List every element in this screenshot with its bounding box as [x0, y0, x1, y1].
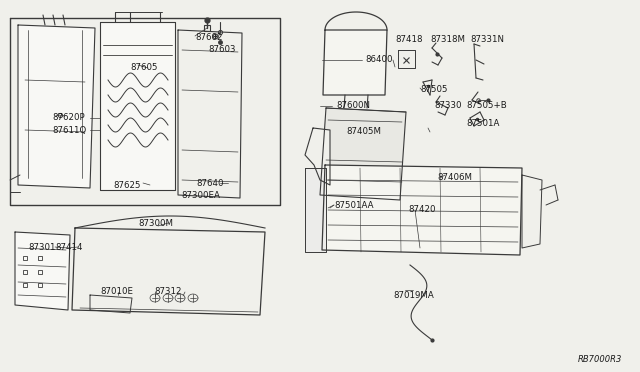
Text: 87640: 87640: [196, 179, 223, 187]
Text: 87300M: 87300M: [138, 218, 173, 228]
Text: 87330: 87330: [434, 102, 461, 110]
Text: 87405M: 87405M: [346, 128, 381, 137]
Text: 87600N: 87600N: [336, 102, 370, 110]
Text: 87318M: 87318M: [430, 35, 465, 45]
Text: 86400: 86400: [365, 55, 392, 64]
Text: 87611Q: 87611Q: [52, 125, 86, 135]
Text: 87312: 87312: [154, 288, 182, 296]
Text: 87605: 87605: [130, 64, 157, 73]
Polygon shape: [100, 22, 175, 190]
Text: 87420: 87420: [408, 205, 435, 215]
Polygon shape: [522, 175, 542, 248]
Text: 87418: 87418: [395, 35, 422, 45]
Polygon shape: [18, 25, 95, 188]
Text: 87505: 87505: [420, 86, 447, 94]
Text: RB7000R3: RB7000R3: [578, 356, 622, 365]
Polygon shape: [15, 232, 70, 310]
Text: 87603: 87603: [208, 45, 236, 55]
Text: 87414: 87414: [55, 243, 83, 251]
Text: 87406M: 87406M: [437, 173, 472, 183]
Polygon shape: [72, 228, 265, 315]
Polygon shape: [178, 30, 242, 198]
Text: 87301: 87301: [28, 243, 56, 251]
Text: 87602: 87602: [195, 33, 223, 42]
Text: 87331N: 87331N: [470, 35, 504, 45]
Text: 87625: 87625: [113, 180, 141, 189]
Polygon shape: [320, 108, 406, 200]
Text: 87300EA: 87300EA: [181, 192, 220, 201]
Text: 87501AA: 87501AA: [334, 201, 374, 209]
Polygon shape: [305, 168, 326, 252]
Text: 87019MA: 87019MA: [393, 291, 434, 299]
Text: 87501A: 87501A: [466, 119, 499, 128]
Text: 87505+B: 87505+B: [466, 102, 507, 110]
Polygon shape: [323, 30, 387, 95]
Text: 87010E: 87010E: [100, 288, 133, 296]
Polygon shape: [322, 165, 522, 255]
Polygon shape: [305, 128, 330, 185]
Text: 87620P: 87620P: [52, 113, 84, 122]
